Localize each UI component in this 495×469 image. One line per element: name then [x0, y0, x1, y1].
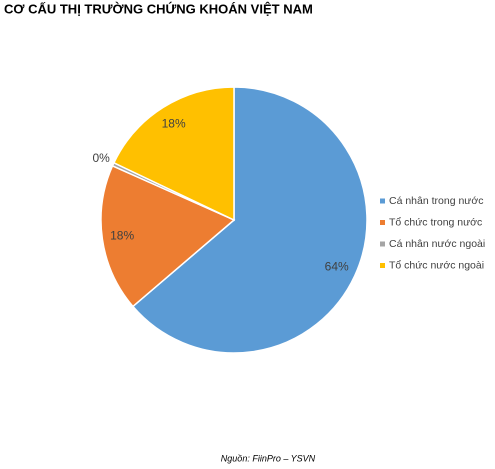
data-label: 18% — [110, 228, 134, 242]
legend-swatch — [380, 220, 385, 225]
source-note: Nguồn: FiinPro – YSVN — [221, 453, 316, 463]
legend-swatch — [380, 198, 385, 204]
pie-slice — [112, 86, 235, 222]
legend-label: Cá nhân trong nước — [389, 195, 483, 207]
data-label: 0% — [92, 151, 110, 165]
data-label: 64% — [325, 259, 349, 273]
legend-label: Tổ chức trong nước — [389, 216, 482, 228]
legend-label: Tổ chức nước ngoài — [389, 259, 484, 271]
pie-slice — [100, 164, 236, 308]
data-label: 18% — [162, 117, 186, 131]
legend-swatch — [380, 241, 385, 247]
pie-slice — [131, 86, 368, 354]
legend-swatch — [380, 263, 385, 268]
legend-label: Cá nhân nước ngoài — [389, 238, 485, 250]
chart-title: CƠ CẤU THỊ TRƯỜNG CHỨNG KHOÁN VIỆT NAM — [4, 1, 313, 16]
